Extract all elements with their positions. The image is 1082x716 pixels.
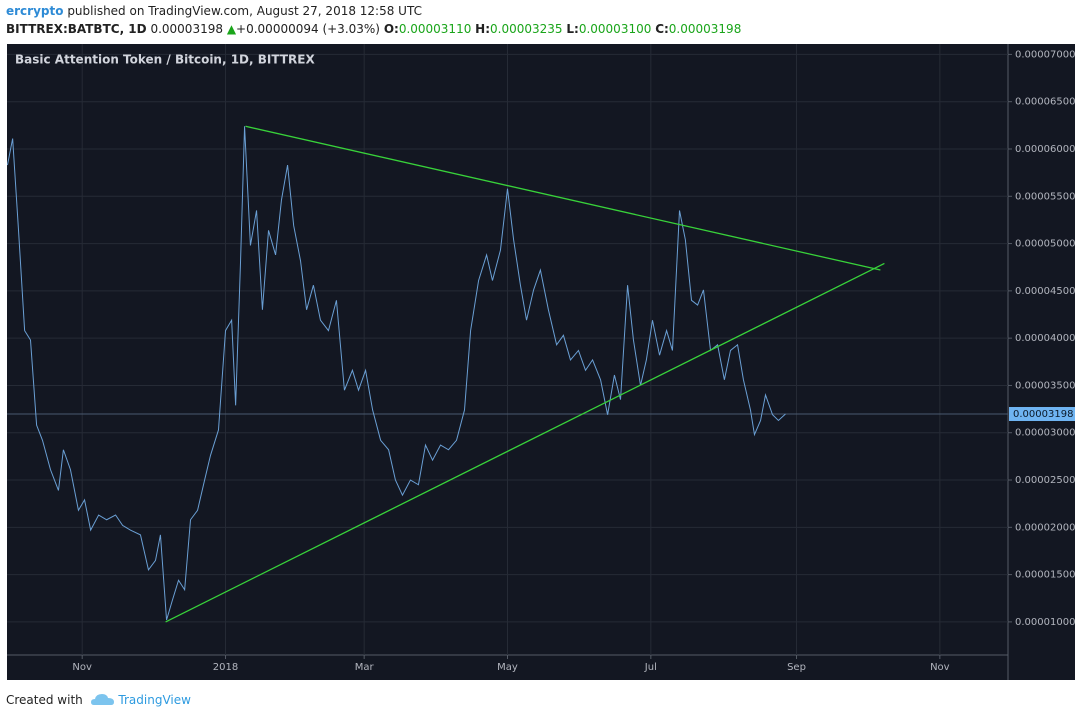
chart: 0.00001000 0.00001500 0.00002000 0.00002500… — [6, 44, 1075, 680]
publish-line: ercrypto published on TradingView.com, A… — [6, 4, 422, 18]
y-tick-label: 0.00005000 — [1015, 239, 1075, 250]
l-label: L: — [566, 22, 579, 36]
x-tick-label: Jul — [644, 662, 657, 673]
y-axis-background — [1008, 44, 1075, 680]
open: 0.00003110 — [398, 22, 472, 36]
symbol: BITTREX:BATBTC, 1D — [6, 22, 147, 36]
x-tick-label: Mar — [355, 662, 375, 673]
brand-logo — [90, 694, 114, 705]
x-tick-label: May — [497, 662, 518, 673]
y-tick-label: 0.00001000 — [1015, 617, 1075, 628]
price-label-bg — [1009, 407, 1075, 422]
last: 0.00003198 — [150, 22, 223, 36]
y-tick-label: 0.00006000 — [1015, 144, 1075, 155]
y-tick-label: 0.00001500 — [1015, 570, 1075, 581]
y-tick-label: 0.00007000 — [1015, 49, 1075, 60]
published: published on TradingView.com, August 27,… — [67, 4, 422, 18]
arrow: ▲ — [226, 22, 237, 36]
low: 0.00003100 — [578, 22, 652, 36]
x-tick-label: Sep — [787, 662, 806, 673]
y-tick-label: 0.00006500 — [1015, 97, 1075, 108]
brand[interactable]: TradingView — [118, 693, 191, 707]
quote-line: BITTREX:BATBTC, 1D 0.00003198 ▲+0.000000… — [6, 22, 741, 36]
chart-title: Basic Attention Token / Bitcoin, 1D, BIT… — [15, 53, 315, 67]
footer: Created with TradingView — [6, 690, 191, 707]
y-tick-label: 0.00004500 — [1015, 286, 1075, 297]
h-label: H: — [475, 22, 491, 36]
price-label: 0.00003198 — [1013, 409, 1073, 420]
x-axis-background — [7, 655, 1008, 680]
y-tick-label: 0.00002000 — [1015, 522, 1075, 533]
y-tick-label: 0.00003500 — [1015, 380, 1075, 391]
close: 0.00003198 — [668, 22, 742, 36]
created-with: Created with — [6, 693, 83, 707]
price-line-series — [6, 126, 786, 621]
c-label: C: — [655, 22, 669, 36]
y-tick-label: 0.00004000 — [1015, 333, 1075, 344]
high: 0.00003235 — [490, 22, 563, 36]
y-tick-label: 0.00005500 — [1015, 191, 1075, 202]
trendline — [165, 262, 885, 623]
x-tick-label: 2018 — [213, 662, 238, 673]
author[interactable]: ercrypto — [6, 4, 64, 18]
y-tick-label: 0.00003000 — [1015, 428, 1075, 439]
trendline — [245, 125, 881, 271]
y-tick-label: 0.00002500 — [1015, 475, 1075, 486]
x-tick-label: Nov — [930, 662, 950, 673]
change: +0.00000094 (+3.03%) — [236, 22, 380, 36]
o-label: O: — [383, 22, 399, 36]
x-tick-label: Nov — [72, 662, 92, 673]
